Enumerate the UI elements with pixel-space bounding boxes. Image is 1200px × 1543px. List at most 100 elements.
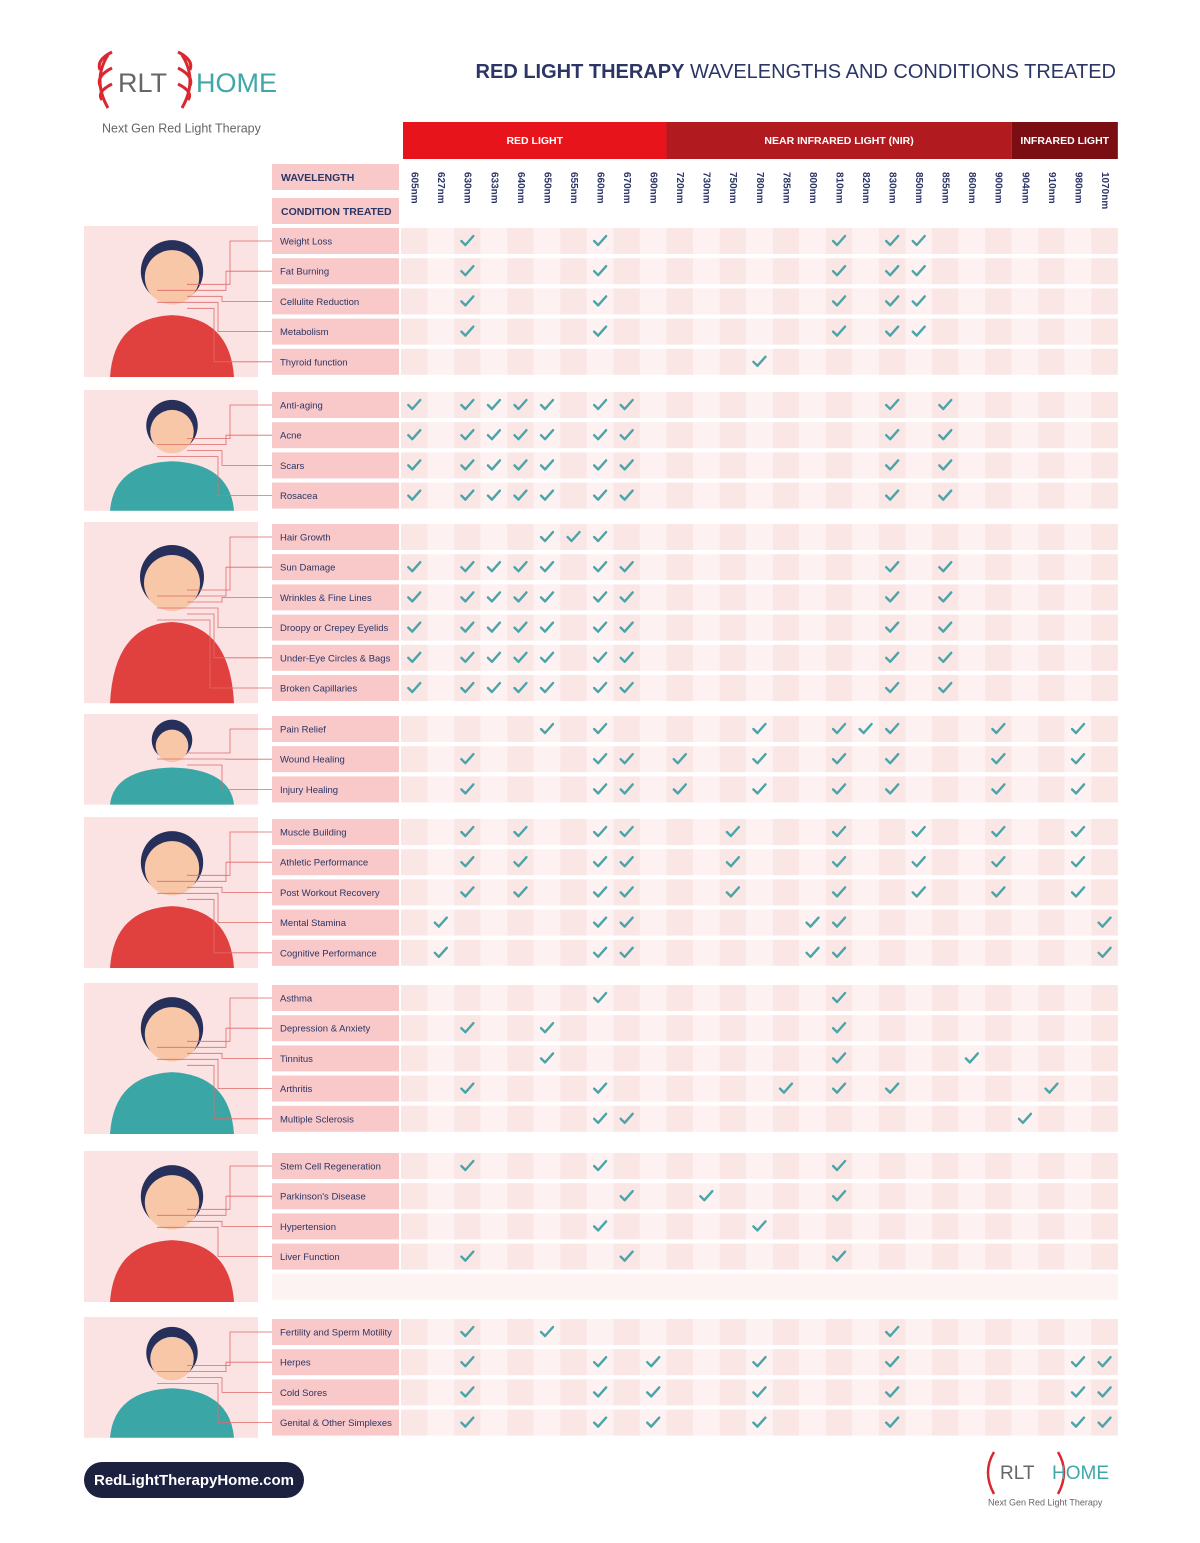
cell xyxy=(507,1153,534,1179)
cell xyxy=(1038,644,1065,671)
cell xyxy=(533,1379,561,1406)
cell xyxy=(1011,1015,1039,1042)
cell xyxy=(666,819,694,845)
check xyxy=(460,856,475,868)
cell xyxy=(693,675,720,701)
cell xyxy=(401,318,428,345)
cell xyxy=(1091,1213,1118,1240)
cell xyxy=(1038,1319,1065,1345)
cell xyxy=(480,1319,508,1345)
check xyxy=(991,856,1006,868)
cell xyxy=(639,1015,667,1042)
cell xyxy=(1091,1183,1118,1210)
cell xyxy=(799,422,826,449)
check xyxy=(539,722,555,735)
cell xyxy=(1011,1349,1039,1376)
check xyxy=(752,355,767,367)
check xyxy=(831,753,847,765)
cell xyxy=(719,746,747,773)
cell xyxy=(427,819,455,845)
wavelength-label: 633nm xyxy=(488,172,499,204)
check xyxy=(619,946,634,958)
cell xyxy=(427,452,455,479)
cell xyxy=(852,452,879,479)
cell xyxy=(905,1243,932,1270)
wavelength-label: 980nm xyxy=(1072,172,1083,204)
cell xyxy=(666,318,694,345)
cell xyxy=(985,985,1012,1011)
cell xyxy=(905,1409,932,1436)
cell xyxy=(1091,1319,1118,1345)
cell xyxy=(1091,716,1118,742)
cell xyxy=(825,1319,853,1345)
cell xyxy=(639,422,667,449)
cell xyxy=(639,644,667,671)
illustrations xyxy=(84,226,272,1438)
cell xyxy=(878,819,906,845)
cell xyxy=(1011,776,1039,803)
cell xyxy=(427,584,455,611)
check xyxy=(752,1386,767,1398)
cell xyxy=(1038,614,1065,641)
cell xyxy=(401,1183,428,1210)
cell xyxy=(825,1349,853,1376)
check xyxy=(433,916,449,928)
cell xyxy=(799,1349,826,1376)
cell xyxy=(932,524,959,550)
cell xyxy=(719,1213,747,1240)
cell xyxy=(1011,939,1039,966)
check xyxy=(407,429,422,441)
cell xyxy=(533,1213,561,1240)
connector xyxy=(157,1058,272,1089)
cell xyxy=(852,228,879,254)
cell xyxy=(666,644,694,671)
header-cell xyxy=(272,164,399,190)
connector xyxy=(157,861,272,882)
check xyxy=(592,753,608,765)
cell xyxy=(799,584,826,611)
cell xyxy=(693,1319,720,1345)
cell xyxy=(719,644,747,671)
check xyxy=(592,429,608,441)
check xyxy=(592,621,608,633)
cell xyxy=(799,1183,826,1210)
cell xyxy=(719,422,747,449)
cell xyxy=(852,746,879,773)
check xyxy=(460,1082,475,1094)
cell xyxy=(533,228,561,254)
cell xyxy=(932,776,959,803)
check xyxy=(831,1052,847,1064)
wavelength-label: 690nm xyxy=(648,172,659,204)
cell xyxy=(693,228,720,254)
cell xyxy=(666,482,694,509)
cell xyxy=(560,318,587,345)
condition-label: Scars xyxy=(280,461,305,472)
cell xyxy=(613,1153,640,1179)
cell xyxy=(1091,819,1118,845)
check xyxy=(592,783,608,795)
condition-cell xyxy=(272,1045,399,1072)
condition-cell xyxy=(272,644,399,671)
check xyxy=(407,681,422,694)
cell xyxy=(427,1409,455,1436)
cell xyxy=(586,1319,614,1345)
check xyxy=(539,489,555,501)
check xyxy=(884,489,900,501)
cell xyxy=(746,1319,773,1345)
cell xyxy=(693,746,720,773)
cell xyxy=(639,1075,667,1102)
check xyxy=(619,1190,634,1202)
connector xyxy=(157,301,272,333)
cell xyxy=(905,1349,932,1376)
check xyxy=(592,489,608,501)
cell xyxy=(1038,258,1065,285)
check xyxy=(486,561,502,573)
connector xyxy=(187,307,272,363)
condition-cell xyxy=(272,819,399,845)
cell xyxy=(693,1379,720,1406)
cell xyxy=(560,1045,587,1072)
cell xyxy=(719,1349,747,1376)
cell xyxy=(693,1045,720,1072)
cell xyxy=(693,909,720,936)
check xyxy=(592,295,608,307)
